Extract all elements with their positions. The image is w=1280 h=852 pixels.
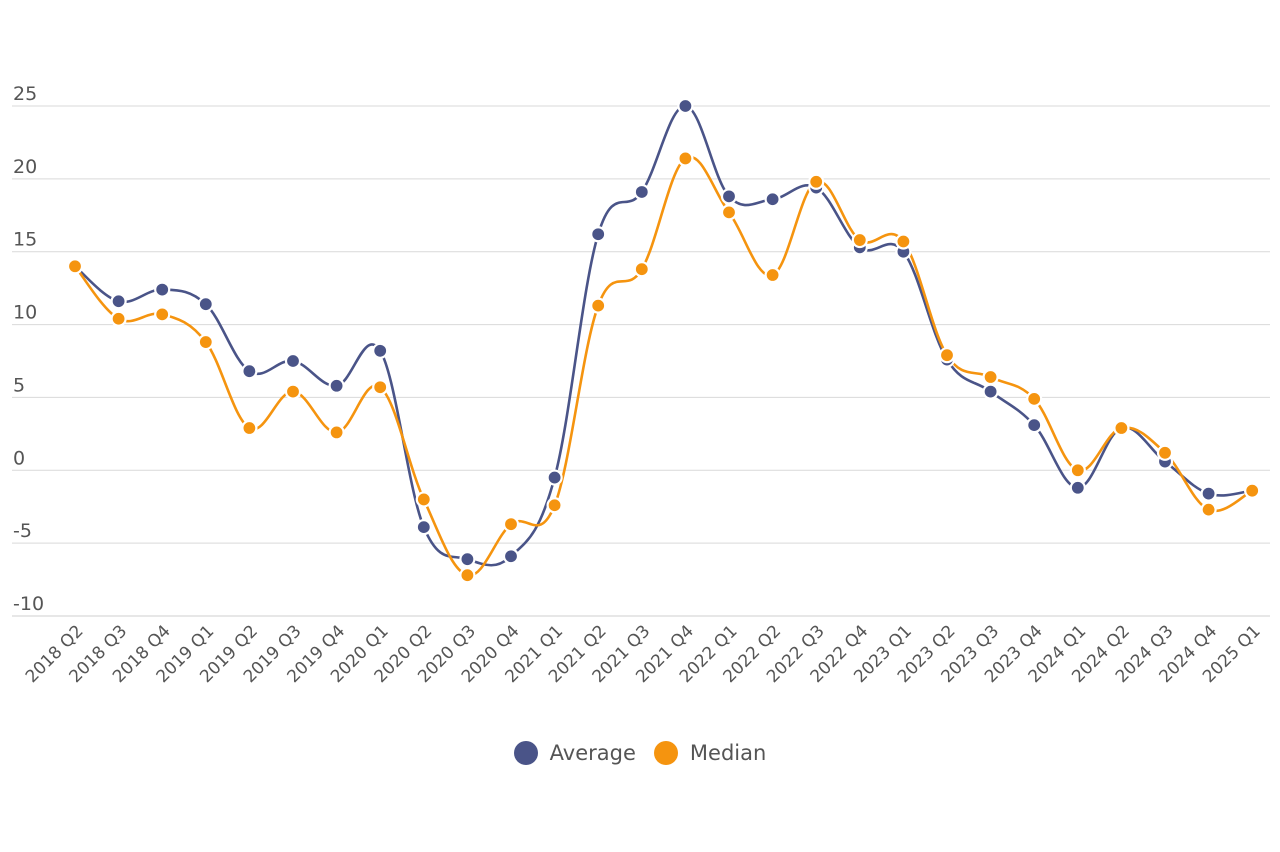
data-point-median[interactable] — [284, 383, 302, 400]
data-point-average[interactable] — [1069, 479, 1086, 496]
y-tick-label: 25 — [13, 83, 37, 105]
data-point-median[interactable] — [415, 491, 432, 508]
data-point-average[interactable] — [546, 469, 563, 486]
data-point-average[interactable] — [284, 352, 302, 370]
series-lines — [73, 104, 1254, 577]
legend-label-average: Average — [549, 741, 636, 765]
data-point-average[interactable] — [1026, 417, 1043, 434]
data-point-average[interactable] — [241, 363, 258, 380]
y-tick-label: 0 — [13, 447, 25, 469]
data-point-average[interactable] — [720, 188, 738, 205]
data-point-median[interactable] — [808, 173, 825, 190]
data-point-median[interactable] — [1026, 390, 1043, 407]
series-points — [66, 97, 1261, 584]
data-point-median[interactable] — [546, 497, 563, 514]
data-point-average[interactable] — [372, 342, 389, 359]
data-point-median[interactable] — [1113, 419, 1130, 437]
data-point-median[interactable] — [982, 368, 999, 386]
data-point-average[interactable] — [677, 97, 694, 115]
data-point-average[interactable] — [764, 191, 781, 208]
data-point-median[interactable] — [197, 333, 214, 351]
data-point-median[interactable] — [66, 258, 84, 275]
data-point-average[interactable] — [633, 183, 650, 201]
data-point-average[interactable] — [415, 519, 432, 536]
legend-label-median: Median — [689, 741, 767, 765]
y-axis-labels: 25 20 15 10 5 0 -5 -10 — [13, 83, 44, 615]
data-point-median[interactable] — [110, 310, 127, 327]
data-point-median[interactable] — [241, 419, 258, 437]
data-point-median[interactable] — [1200, 501, 1217, 518]
data-point-median[interactable] — [1244, 482, 1261, 499]
data-point-average[interactable] — [1200, 485, 1217, 502]
legend: Average Median — [0, 735, 1280, 771]
y-tick-label: 20 — [13, 156, 37, 178]
legend-swatch-average — [513, 741, 538, 765]
data-point-median[interactable] — [720, 204, 738, 221]
data-point-average[interactable] — [197, 296, 214, 313]
data-point-average[interactable] — [459, 551, 476, 568]
legend-item-average[interactable]: Average — [513, 741, 636, 765]
data-point-median[interactable] — [459, 567, 476, 584]
data-point-median[interactable] — [1069, 462, 1086, 479]
data-point-average[interactable] — [982, 383, 999, 400]
y-tick-label: -5 — [13, 520, 32, 542]
data-point-median[interactable] — [851, 231, 868, 249]
y-tick-label: 15 — [13, 229, 37, 251]
data-point-median[interactable] — [590, 297, 607, 314]
legend-item-median[interactable]: Median — [653, 741, 767, 765]
data-point-median[interactable] — [764, 266, 781, 284]
data-point-average[interactable] — [590, 226, 607, 243]
data-point-median[interactable] — [154, 306, 171, 323]
y-tick-label: 5 — [13, 374, 25, 396]
data-point-median[interactable] — [502, 516, 520, 533]
data-point-median[interactable] — [372, 379, 389, 396]
data-point-average[interactable] — [110, 293, 127, 310]
data-point-average[interactable] — [502, 548, 520, 565]
series-line-average — [73, 104, 1254, 567]
data-point-median[interactable] — [1156, 444, 1174, 461]
data-point-median[interactable] — [328, 424, 345, 441]
data-point-median[interactable] — [895, 233, 912, 250]
y-tick-label: -10 — [13, 593, 44, 615]
data-point-average[interactable] — [328, 377, 345, 394]
y-tick-label: 10 — [13, 302, 37, 324]
data-point-average[interactable] — [154, 281, 171, 298]
data-point-median[interactable] — [938, 347, 956, 364]
data-point-median[interactable] — [633, 261, 650, 278]
grid-lines — [12, 105, 1270, 617]
legend-swatch-median — [653, 741, 678, 765]
data-point-median[interactable] — [677, 150, 694, 167]
